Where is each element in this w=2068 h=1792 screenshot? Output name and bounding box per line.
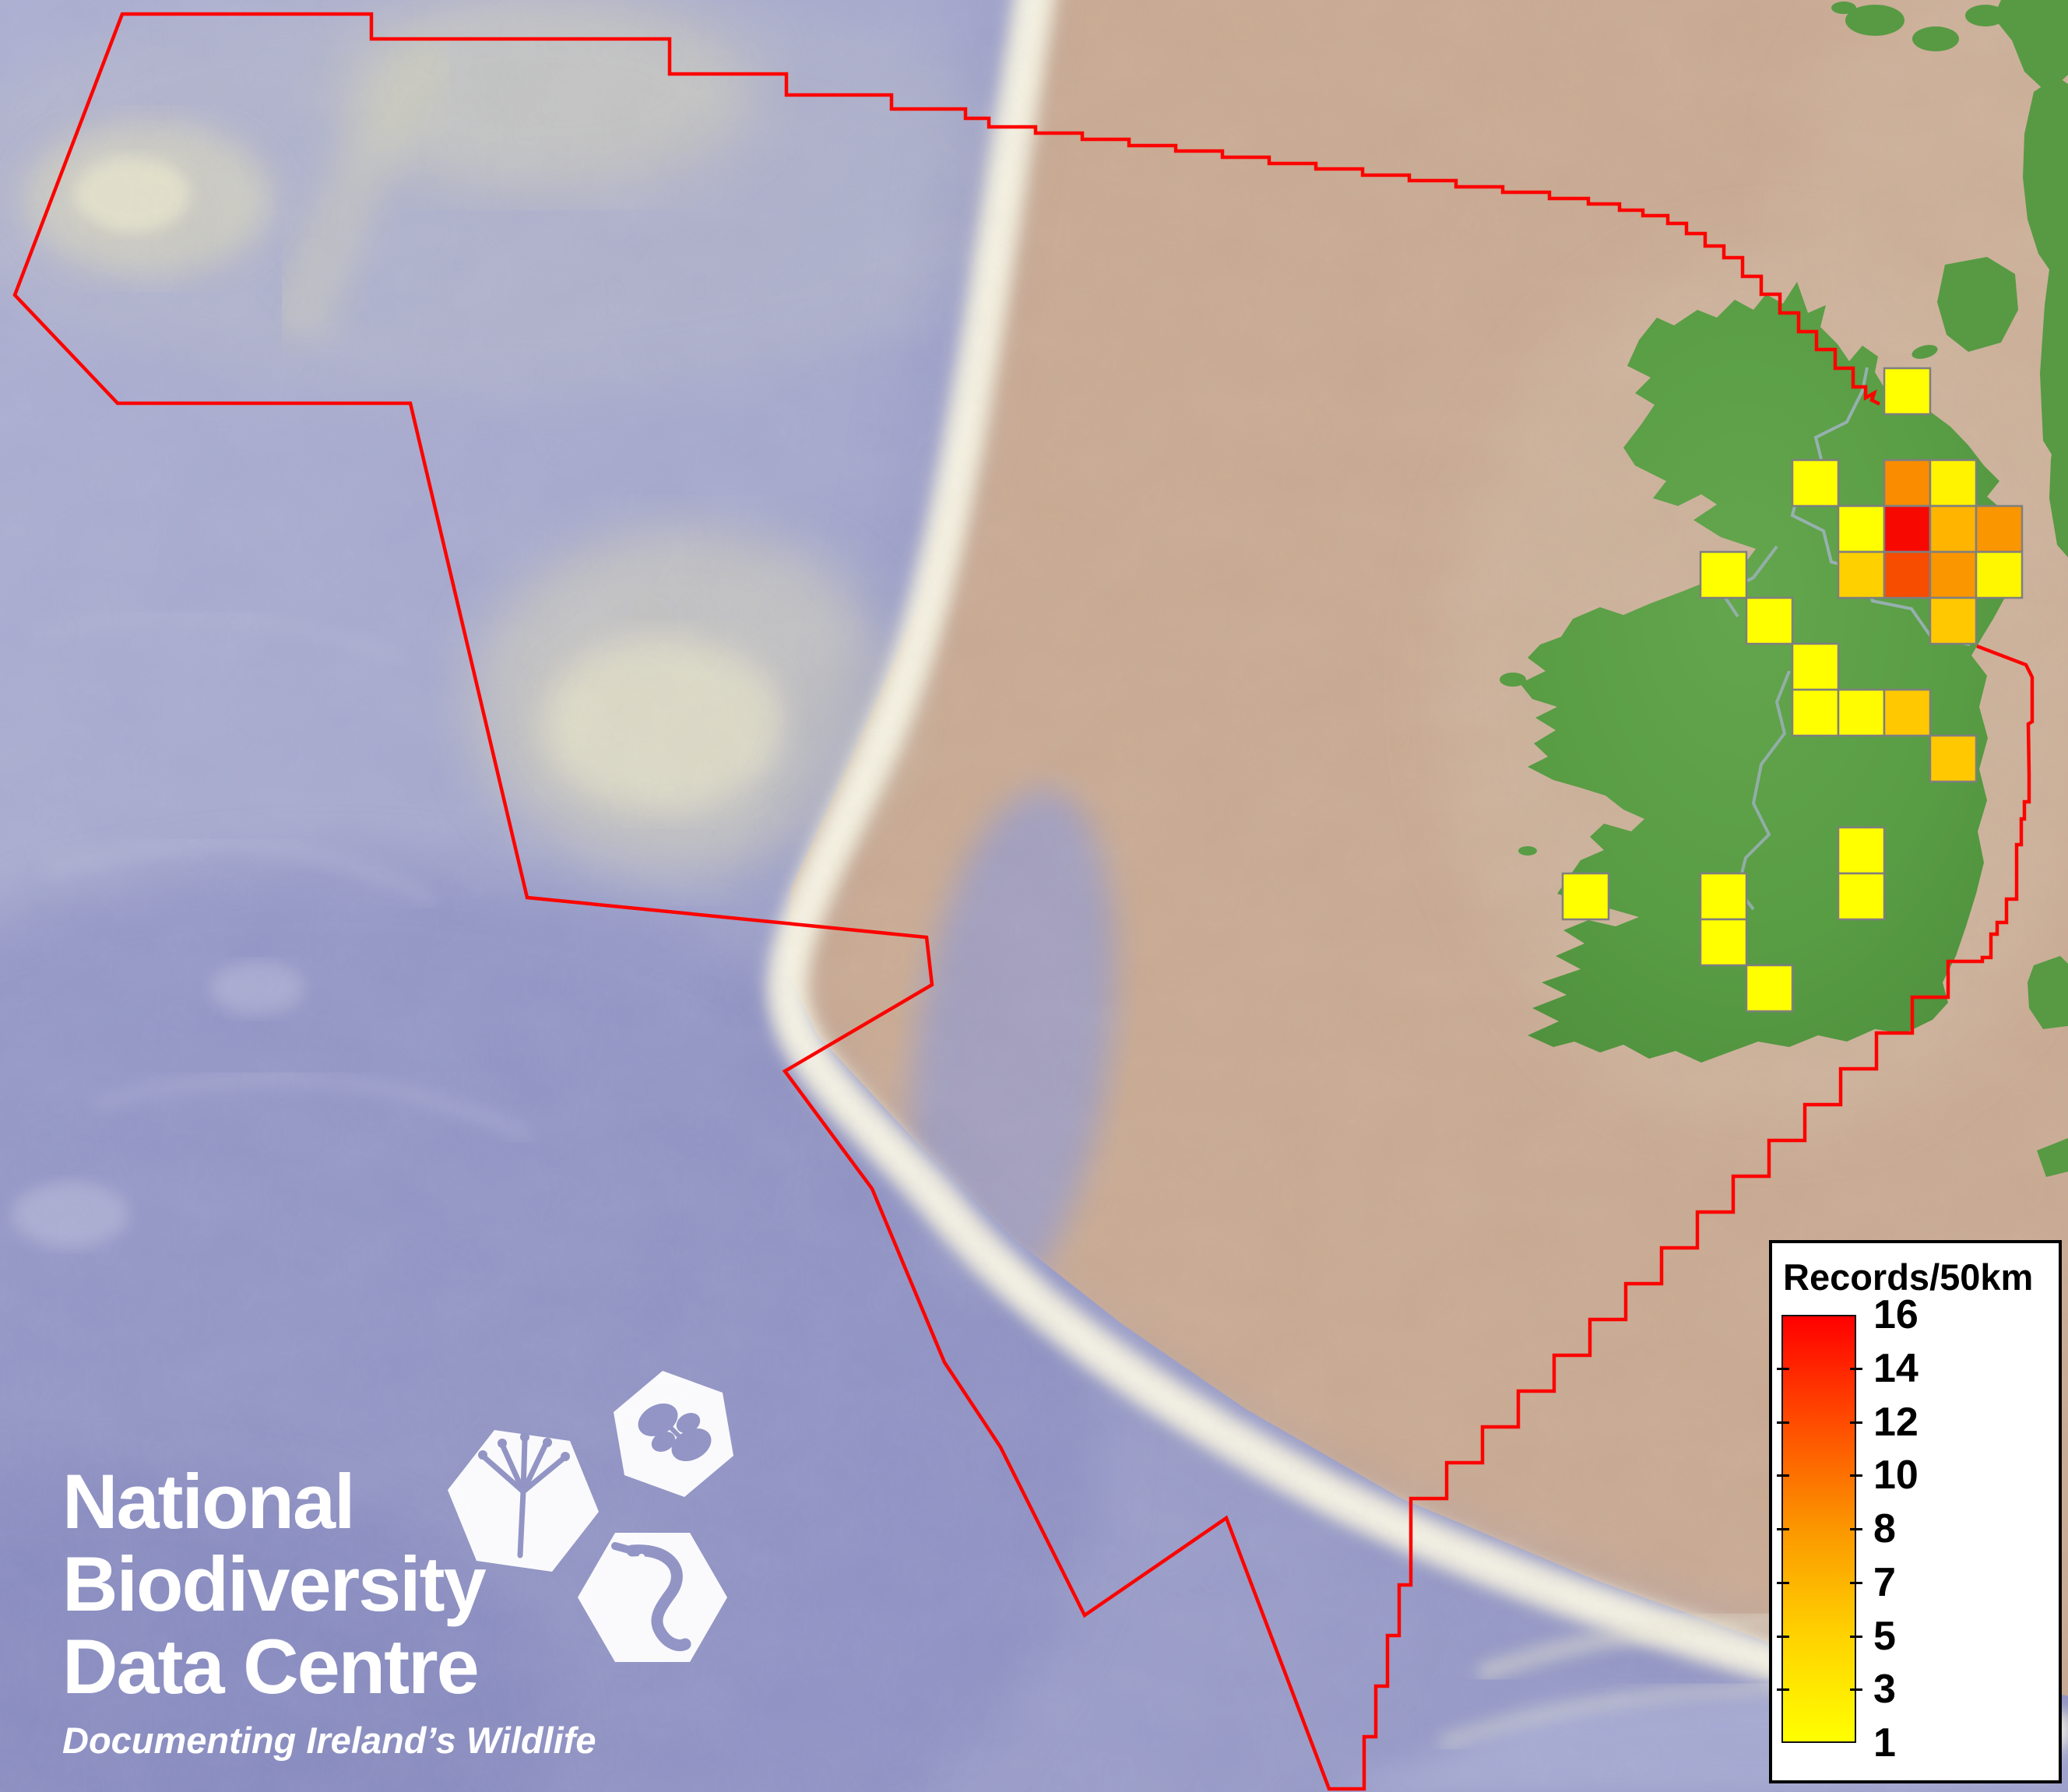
anglesey-island — [2028, 956, 2068, 1029]
legend-tick — [1850, 1581, 1862, 1584]
grid-cell[interactable] — [1929, 550, 1978, 599]
grid-squares — [1561, 367, 2024, 1013]
legend-title: Records/50km — [1783, 1256, 2034, 1298]
grid-cell[interactable] — [1837, 872, 1886, 921]
legend-value: 5 — [1873, 1613, 1896, 1659]
llyn-peninsula — [2037, 1138, 2068, 1177]
logo-line1: National — [62, 1458, 356, 1544]
grid-cell[interactable] — [1929, 734, 1978, 783]
legend-tick — [1777, 1421, 1789, 1424]
britain-landmasses — [1831, 0, 2068, 1177]
legend-tick — [1777, 1688, 1789, 1692]
grid-cell[interactable] — [1699, 918, 1748, 967]
logo-line2: Biodiversity — [62, 1541, 487, 1627]
grid-cell[interactable] — [1929, 459, 1978, 508]
grid-cell[interactable] — [1837, 550, 1886, 599]
legend-tick — [1777, 1474, 1789, 1478]
grid-cell[interactable] — [1929, 596, 1978, 645]
legend-panel: Records/50km 16 14 12 10 8 7 5 3 1 — [1769, 1240, 2062, 1783]
legend-tick — [1850, 1474, 1862, 1478]
grid-cell[interactable] — [1975, 550, 2024, 599]
seahorse-hexagon-icon — [578, 1533, 727, 1662]
nbdc-logo: National Biodiversity Data Centre Docume… — [62, 1460, 596, 1762]
grid-cell[interactable] — [1883, 367, 1932, 416]
legend-tick — [1850, 1528, 1862, 1530]
grid-cell[interactable] — [1929, 504, 1978, 553]
legend-value: 3 — [1873, 1667, 1896, 1713]
legend-tick — [1850, 1688, 1862, 1692]
legend-value: 7 — [1873, 1559, 1896, 1605]
grid-cell[interactable] — [1791, 459, 1840, 508]
legend-value: 14 — [1873, 1345, 1919, 1391]
grid-cell[interactable] — [1837, 504, 1886, 553]
legend-colorbar — [1781, 1315, 1856, 1743]
grid-cell[interactable] — [1837, 826, 1886, 875]
legend-tick — [1777, 1367, 1789, 1370]
grid-cell[interactable] — [1699, 872, 1748, 921]
grid-cell[interactable] — [1883, 688, 1932, 737]
grid-cell[interactable] — [1837, 688, 1886, 737]
grid-cell[interactable] — [1883, 550, 1932, 599]
grid-cell[interactable] — [1883, 459, 1932, 508]
legend-value: 8 — [1873, 1506, 1896, 1551]
butterfly-hexagon-icon — [614, 1371, 733, 1497]
grid-cell[interactable] — [1745, 964, 1794, 1013]
grid-cell[interactable] — [1791, 642, 1840, 691]
ni-border-line — [1790, 367, 1971, 646]
legend-value: 16 — [1873, 1292, 1919, 1337]
legend-value: 10 — [1873, 1453, 1919, 1499]
logo-line3: Data Centre — [62, 1623, 480, 1709]
legend-tick — [1777, 1635, 1789, 1638]
legend-tick — [1850, 1367, 1862, 1370]
legend-tick — [1850, 1635, 1862, 1638]
legend-tick — [1777, 1581, 1789, 1584]
legend-value: 1 — [1873, 1720, 1896, 1766]
grid-cell[interactable] — [1561, 872, 1610, 921]
grid-cell[interactable] — [1883, 504, 1932, 553]
grid-cell[interactable] — [1975, 504, 2024, 553]
logo-tagline: Documenting Ireland’s Wildlife — [62, 1720, 596, 1761]
logo-hexagons — [448, 1371, 733, 1662]
grid-cell[interactable] — [1791, 688, 1840, 737]
designated-area-boundary — [12, 12, 2035, 1791]
legend-value: 12 — [1873, 1399, 1919, 1445]
grid-cell[interactable] — [1745, 596, 1794, 645]
grid-cell[interactable] — [1699, 550, 1748, 599]
legend-tick — [1777, 1528, 1789, 1530]
plant-hexagon-icon — [448, 1430, 599, 1572]
legend-tick — [1850, 1421, 1862, 1424]
